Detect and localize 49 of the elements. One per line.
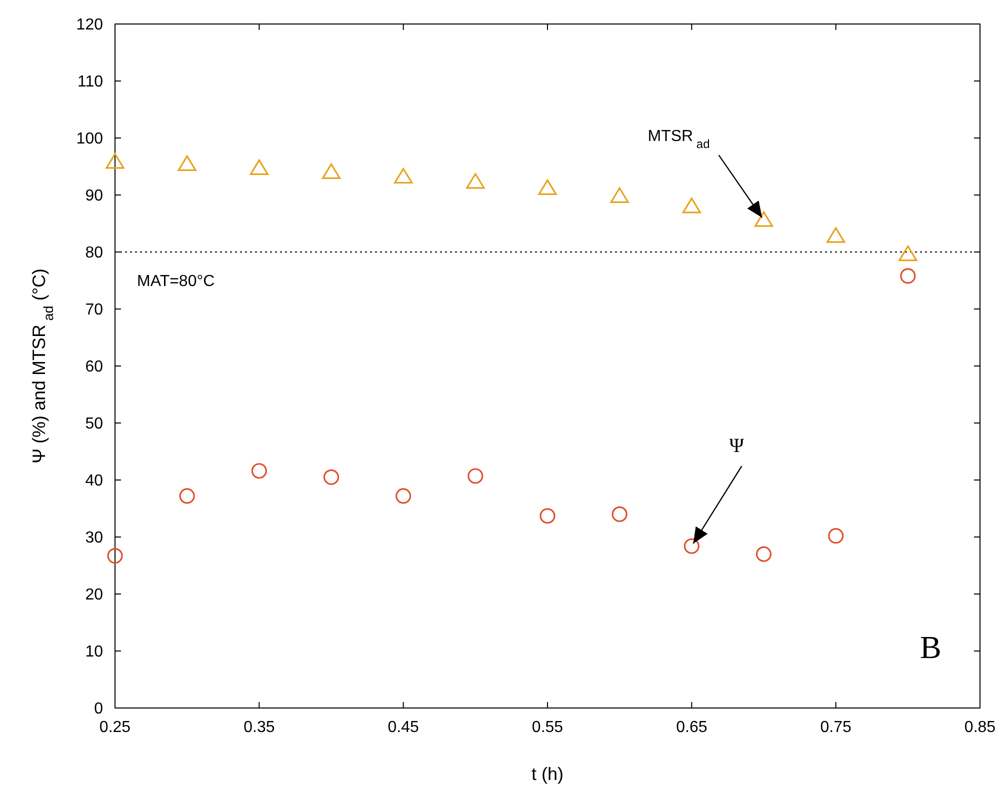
point xyxy=(900,268,916,284)
point xyxy=(682,198,701,214)
point xyxy=(322,163,341,179)
point xyxy=(106,153,124,169)
y-tick-label: 120 xyxy=(76,16,104,34)
point xyxy=(178,155,196,172)
point xyxy=(612,506,628,522)
point xyxy=(179,488,195,504)
y-tick-label: 100 xyxy=(76,130,104,148)
point xyxy=(466,173,485,189)
point xyxy=(826,227,846,243)
y-tick-label: 70 xyxy=(85,302,104,319)
x-tick-label: 0.35 xyxy=(244,719,275,736)
y-tick-label: 0 xyxy=(94,700,104,718)
x-tick-label: 0.85 xyxy=(964,719,996,736)
point xyxy=(323,469,340,485)
y-tick-label: 60 xyxy=(85,358,104,376)
ref-line-label: MAT=80°C xyxy=(137,273,215,290)
annotation: MTSR$_{ad}$ xyxy=(648,128,710,152)
x-tick-label: 0.55 xyxy=(532,719,564,736)
y-tick-label: 50 xyxy=(85,416,104,433)
point xyxy=(828,528,844,544)
point xyxy=(251,463,267,479)
y-tick-label: 90 xyxy=(85,188,104,205)
y-tick-label: 110 xyxy=(77,74,104,91)
point xyxy=(396,488,412,504)
annotation: B xyxy=(920,629,942,665)
point xyxy=(684,538,700,554)
y-tick-label: 80 xyxy=(85,244,104,262)
y-tick-label: 30 xyxy=(85,530,104,547)
point xyxy=(107,548,123,564)
point xyxy=(468,468,484,484)
point xyxy=(394,168,413,184)
point xyxy=(898,245,918,262)
x-tick-label: 0.65 xyxy=(676,719,708,736)
x-axis-title: t (h) xyxy=(531,764,564,784)
point xyxy=(540,508,556,524)
point xyxy=(756,546,772,562)
point xyxy=(250,159,268,176)
x-tick-label: 0.45 xyxy=(388,719,420,736)
y-tick-label: 10 xyxy=(85,644,104,661)
point xyxy=(754,211,774,227)
y-tick-label: 20 xyxy=(85,586,104,604)
x-tick-label: 0.75 xyxy=(820,719,852,736)
annotation: Ψ xyxy=(729,435,744,458)
x-tick-label: 0.25 xyxy=(99,719,131,736)
point xyxy=(610,187,629,203)
point xyxy=(538,179,557,195)
y-tick-label: 40 xyxy=(85,472,104,490)
